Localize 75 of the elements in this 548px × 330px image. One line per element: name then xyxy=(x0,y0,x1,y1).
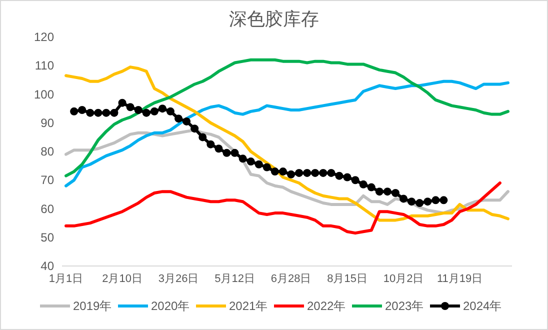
y-tick-label: 80 xyxy=(40,144,54,158)
x-tick-label: 8月15日 xyxy=(327,273,368,285)
legend-label: 2020年 xyxy=(151,299,190,313)
point xyxy=(375,188,384,196)
legend-label: 2023年 xyxy=(385,299,424,313)
x-tick-label: 2月10日 xyxy=(102,273,142,285)
point xyxy=(408,198,416,206)
y-tick-label: 60 xyxy=(40,202,54,216)
point xyxy=(70,107,78,116)
point xyxy=(118,98,126,107)
point xyxy=(295,168,304,177)
point xyxy=(367,183,376,192)
x-tick-label: 6月28日 xyxy=(270,273,312,285)
point xyxy=(166,107,174,116)
point xyxy=(78,106,86,114)
point xyxy=(198,133,207,142)
point xyxy=(270,168,279,176)
legend-label: 2021年 xyxy=(229,299,268,313)
legend-label: 2022年 xyxy=(307,299,346,313)
point xyxy=(424,198,432,206)
point xyxy=(359,180,368,188)
point xyxy=(343,173,352,182)
y-tick-label: 70 xyxy=(40,173,54,188)
point xyxy=(110,108,118,117)
point xyxy=(278,168,287,176)
point xyxy=(287,170,296,178)
point xyxy=(126,103,134,112)
line-series xyxy=(64,58,510,178)
point xyxy=(303,168,312,177)
point xyxy=(254,160,263,168)
y-tick-label: 50 xyxy=(40,230,54,244)
point xyxy=(416,199,424,208)
point xyxy=(327,168,336,177)
point xyxy=(134,106,142,114)
point xyxy=(150,107,158,116)
x-tick-label: 11月19日 xyxy=(436,273,483,285)
point xyxy=(335,172,344,180)
point xyxy=(94,108,102,117)
y-tick-label: 110 xyxy=(34,58,54,73)
x-tick-label: 10月2日 xyxy=(383,273,424,285)
point xyxy=(319,168,328,177)
y-tick-label: 120 xyxy=(34,30,54,44)
point xyxy=(238,154,247,163)
point xyxy=(86,108,94,117)
point xyxy=(102,108,110,117)
point xyxy=(246,158,255,166)
x-tick-label: 3月26日 xyxy=(158,273,199,285)
point xyxy=(206,140,215,148)
point xyxy=(400,194,408,203)
point xyxy=(142,108,150,117)
point xyxy=(214,144,223,153)
point xyxy=(432,196,440,204)
point xyxy=(182,117,191,126)
point xyxy=(174,114,183,123)
chart-title: 深色胶库存 xyxy=(229,9,319,29)
point xyxy=(190,124,199,133)
point xyxy=(311,168,320,177)
y-tick-label: 40 xyxy=(40,259,54,273)
point xyxy=(440,196,448,204)
point xyxy=(383,188,392,196)
point xyxy=(230,148,239,157)
line-series xyxy=(64,80,510,188)
point xyxy=(262,163,271,172)
x-tick-label: 5月12日 xyxy=(214,273,255,285)
x-tick-label: 1月1日 xyxy=(48,273,84,285)
y-tick-label: 90 xyxy=(40,116,54,130)
point xyxy=(351,176,360,184)
y-tick-label: 100 xyxy=(34,87,54,102)
line-series xyxy=(64,66,510,222)
point xyxy=(391,189,400,198)
point xyxy=(222,148,231,157)
line-series xyxy=(64,181,502,235)
legend-label: 2024年 xyxy=(463,299,502,313)
point xyxy=(158,104,166,113)
legend-label: 2019年 xyxy=(73,299,112,313)
